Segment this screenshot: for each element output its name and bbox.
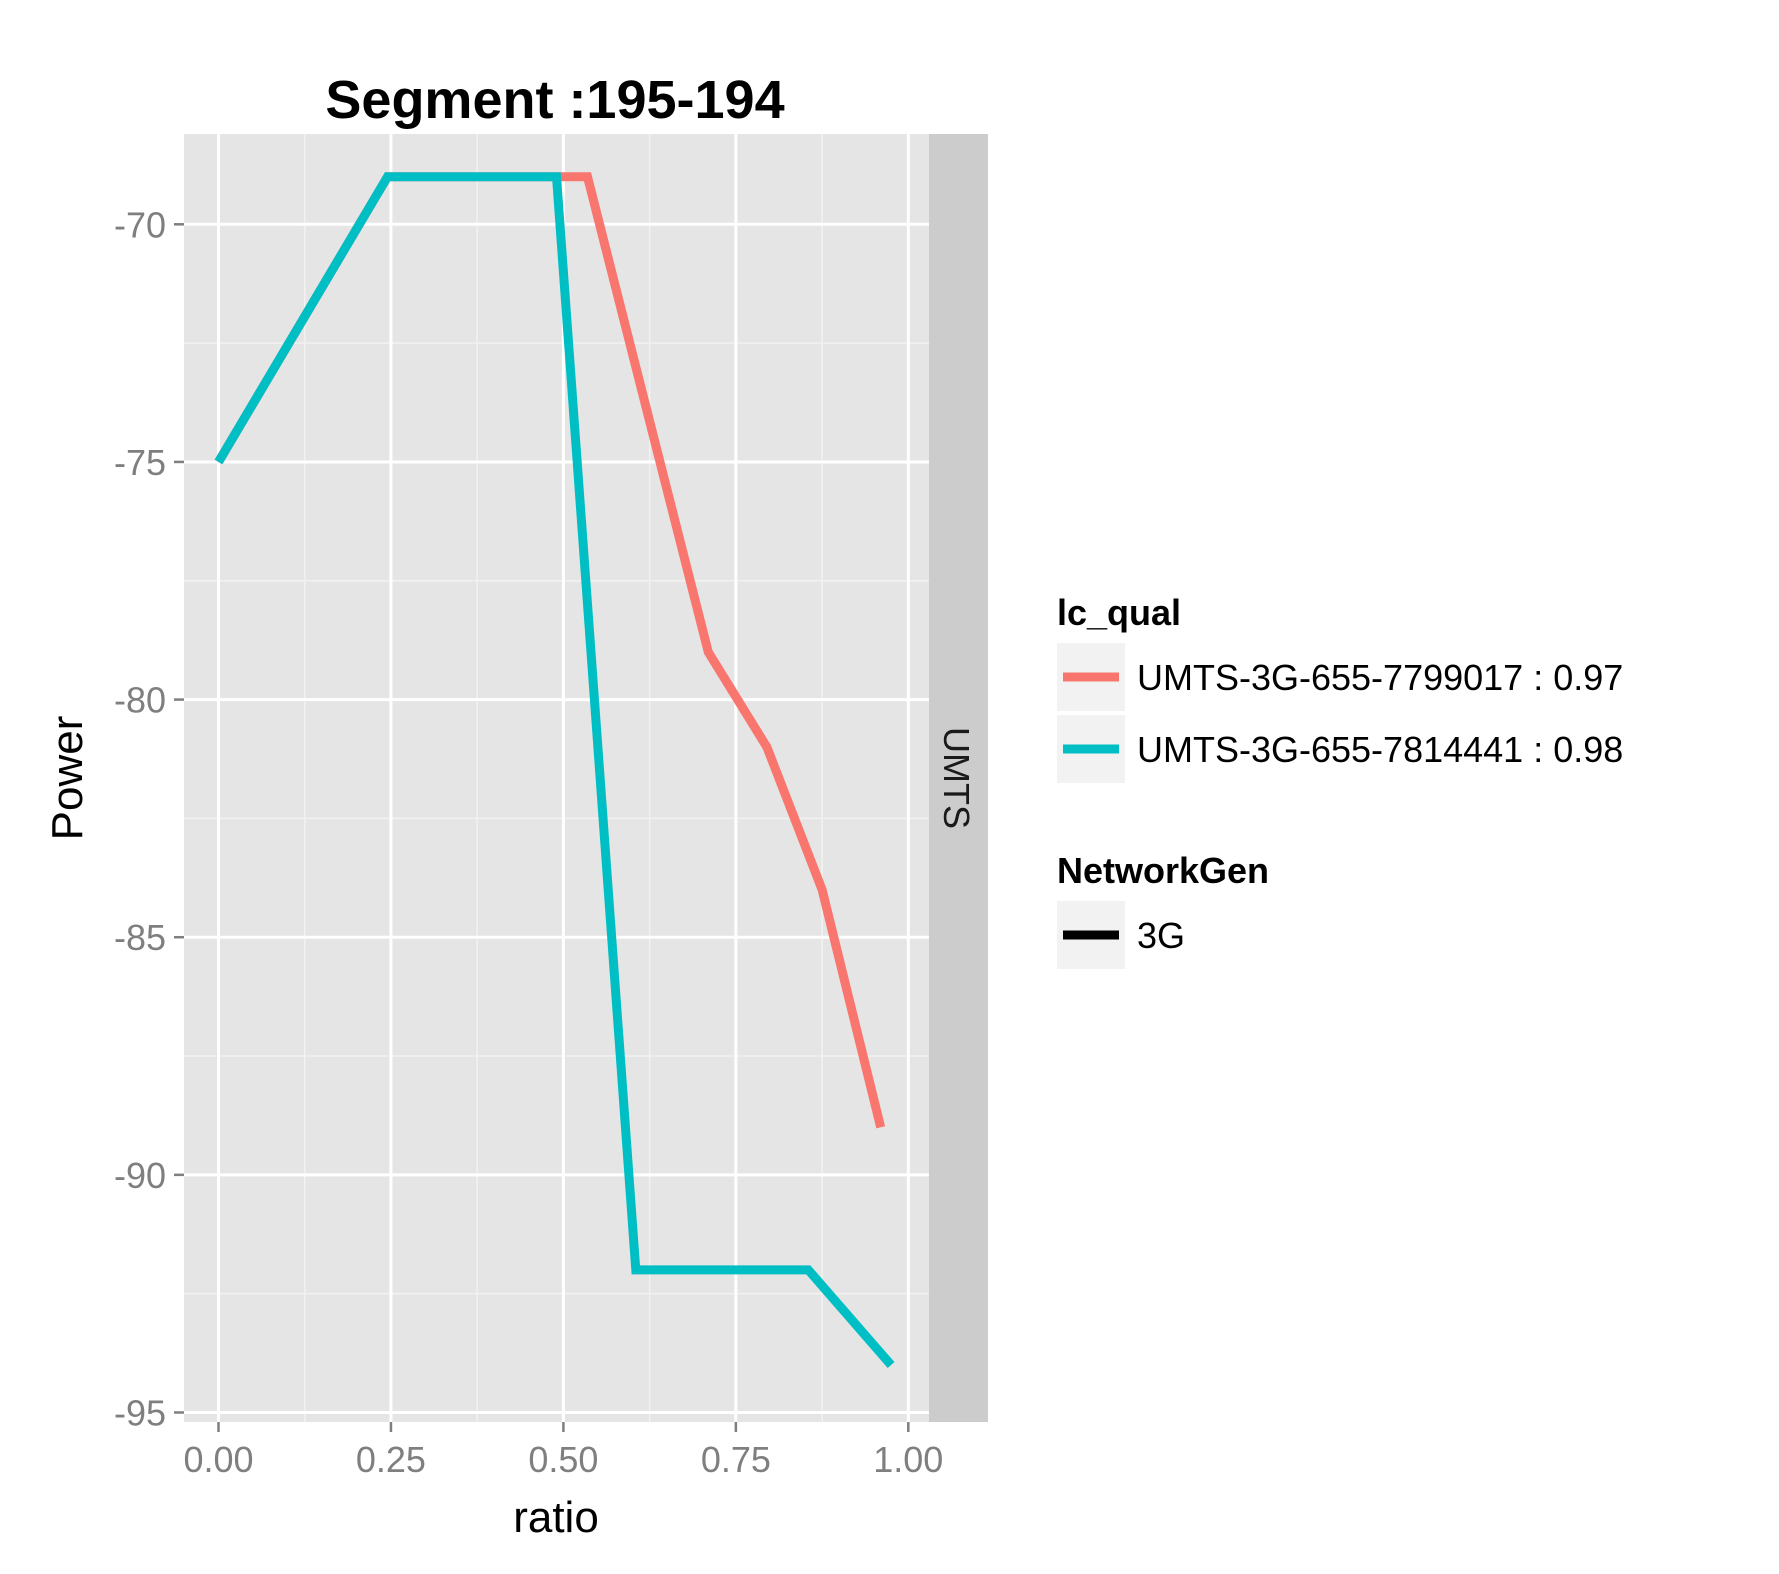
legend-title: lc_qual [1057, 592, 1181, 633]
plot-panel [184, 134, 929, 1422]
legend-title: NetworkGen [1057, 850, 1269, 891]
series-lines [214, 172, 895, 1368]
series-line-2 [214, 172, 895, 1368]
y-tick-label: -70 [114, 204, 166, 245]
y-tick-label: -90 [114, 1155, 166, 1196]
y-axis-title: Power [43, 716, 92, 841]
grid-minor [184, 134, 929, 1422]
x-axis-title: ratio [513, 1493, 599, 1542]
x-tick-label: 0.75 [701, 1439, 771, 1480]
legend: lc_qual UMTS-3G-655-7799017 : 0.97 UMTS-3G… [1057, 592, 1623, 969]
y-axis: -70 -75 -80 -85 -90 -95 [114, 204, 184, 1433]
x-tick-label: 1.00 [873, 1439, 943, 1480]
facet-strip [929, 134, 988, 1422]
legend-item-label: UMTS-3G-655-7814441 : 0.98 [1137, 729, 1623, 770]
x-axis: 0.00 0.25 0.50 0.75 1.00 [183, 1422, 943, 1480]
x-tick-label: 0.25 [356, 1439, 426, 1480]
y-tick-label: -80 [114, 680, 166, 721]
legend-item-label: 3G [1137, 915, 1185, 956]
y-tick-label: -85 [114, 917, 166, 958]
legend-item-label: UMTS-3G-655-7799017 : 0.97 [1137, 657, 1623, 698]
y-tick-label: -95 [114, 1392, 166, 1433]
x-tick-label: 0.00 [183, 1439, 253, 1480]
facet-strip-label: UMTS [936, 727, 977, 829]
y-tick-label: -75 [114, 442, 166, 483]
chart-title: Segment :195-194 [325, 70, 784, 130]
x-tick-label: 0.50 [528, 1439, 598, 1480]
